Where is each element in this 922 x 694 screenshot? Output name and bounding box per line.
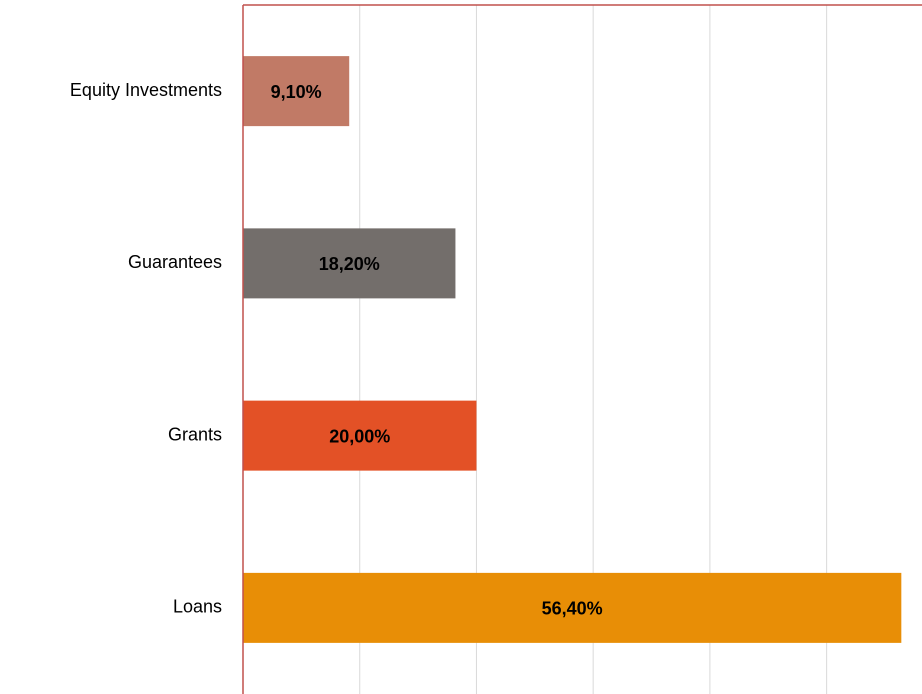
y-tick-label: Guarantees (128, 252, 222, 272)
y-tick-label: Loans (173, 597, 222, 617)
value-label: 9,10% (271, 82, 322, 102)
bar (243, 572, 902, 643)
value-label: 18,20% (319, 254, 380, 274)
bar (243, 56, 350, 127)
value-label: 20,00% (329, 426, 390, 446)
y-tick-label: Grants (168, 424, 222, 444)
y-tick-label: Equity Investments (70, 80, 222, 100)
bar (243, 228, 456, 299)
bar (243, 400, 477, 471)
value-label: 56,40% (542, 599, 603, 619)
